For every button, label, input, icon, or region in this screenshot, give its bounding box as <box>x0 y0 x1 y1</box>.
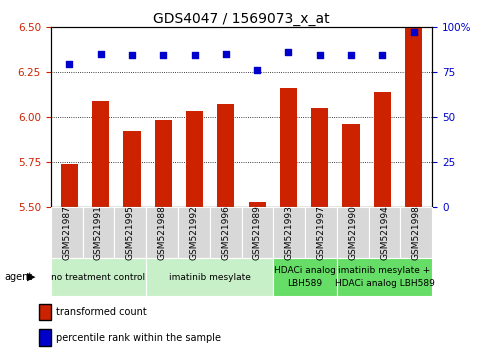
Bar <box>217 104 234 207</box>
Text: GSM521994: GSM521994 <box>380 205 389 260</box>
Bar <box>342 124 359 207</box>
Text: GSM521991: GSM521991 <box>94 205 103 260</box>
Point <box>316 53 324 58</box>
Bar <box>249 202 266 207</box>
Point <box>378 53 386 58</box>
Text: ▶: ▶ <box>27 272 36 282</box>
Bar <box>155 120 172 207</box>
Point <box>159 53 167 58</box>
Text: GSM521987: GSM521987 <box>62 205 71 260</box>
Point <box>222 51 230 56</box>
Text: HDACi analog: HDACi analog <box>274 266 336 275</box>
Text: GSM521996: GSM521996 <box>221 205 230 260</box>
Text: GSM521989: GSM521989 <box>253 205 262 260</box>
Text: HDACi analog LBH589: HDACi analog LBH589 <box>335 279 435 288</box>
Bar <box>61 164 78 207</box>
Point <box>253 67 261 73</box>
Text: GSM521993: GSM521993 <box>284 205 294 260</box>
Title: GDS4047 / 1569073_x_at: GDS4047 / 1569073_x_at <box>153 12 330 25</box>
Bar <box>311 108 328 207</box>
Point <box>191 53 199 58</box>
Bar <box>124 131 141 207</box>
Bar <box>92 101 109 207</box>
Text: GSM521997: GSM521997 <box>316 205 326 260</box>
Text: percentile rank within the sample: percentile rank within the sample <box>56 333 221 343</box>
Text: GSM521988: GSM521988 <box>157 205 167 260</box>
Text: transformed count: transformed count <box>56 307 146 317</box>
Text: GSM521990: GSM521990 <box>348 205 357 260</box>
Text: no treatment control: no treatment control <box>51 273 145 281</box>
Point <box>347 53 355 58</box>
Text: GSM521992: GSM521992 <box>189 205 199 260</box>
Point <box>128 53 136 58</box>
Point <box>97 51 105 56</box>
Text: imatinib mesylate: imatinib mesylate <box>169 273 251 281</box>
Bar <box>280 88 297 207</box>
Text: agent: agent <box>5 272 33 282</box>
Bar <box>405 27 422 207</box>
Text: GSM521998: GSM521998 <box>412 205 421 260</box>
Bar <box>374 92 391 207</box>
Bar <box>186 112 203 207</box>
Text: LBH589: LBH589 <box>287 279 323 288</box>
Point <box>66 62 73 67</box>
Text: imatinib mesylate +: imatinib mesylate + <box>339 266 431 275</box>
Text: GSM521995: GSM521995 <box>126 205 135 260</box>
Point <box>284 49 292 55</box>
Point <box>410 29 417 35</box>
